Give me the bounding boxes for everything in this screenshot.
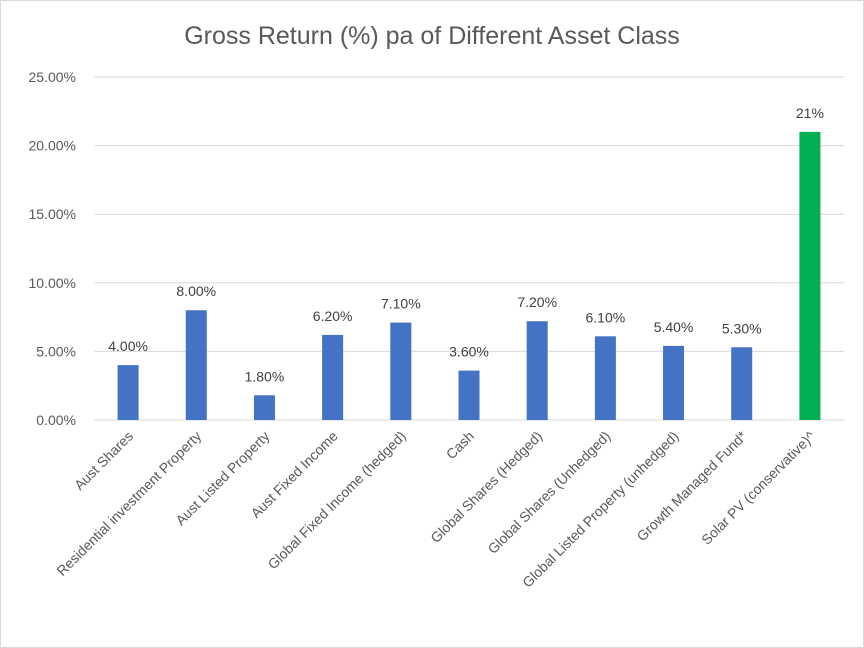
data-label: 5.30% [722, 320, 762, 336]
data-label: 5.40% [654, 319, 694, 335]
y-tick-label: 25.00% [29, 69, 76, 85]
x-tick-label: Global Shares (Hedged) [427, 428, 545, 546]
y-axis-ticks: 0.00% 5.00% 10.00% 15.00% 20.00% 25.00% [29, 69, 76, 428]
y-tick-label: 20.00% [29, 138, 76, 154]
x-tick-label: Growth Managed Fund* [633, 427, 750, 544]
x-tick-label: Global Shares (Unhedged) [484, 428, 613, 557]
data-label: 6.20% [313, 308, 353, 324]
x-tick-label: Aust Shares [71, 428, 136, 493]
y-tick-label: 15.00% [29, 206, 76, 222]
bar [117, 365, 139, 420]
bars [117, 131, 821, 420]
y-tick-label: 10.00% [29, 275, 76, 291]
bar [390, 322, 412, 420]
x-tick-label: Cash [443, 428, 477, 462]
gridlines [94, 76, 844, 421]
x-tick-label: Residential investment Property [53, 428, 204, 579]
x-tick-label: Solar PV (conservative)^ [698, 428, 818, 548]
bar [799, 131, 821, 420]
data-label: 8.00% [176, 283, 216, 299]
y-tick-label: 5.00% [36, 343, 76, 359]
bar [253, 395, 275, 420]
data-label: 7.20% [517, 294, 557, 310]
bar [322, 334, 344, 420]
bar [731, 347, 753, 420]
chart-title: Gross Return (%) pa of Different Asset C… [184, 22, 680, 50]
x-tick-label: Global Fixed Income (hedged) [264, 428, 408, 572]
data-label: 21% [796, 105, 824, 121]
y-tick-label: 0.00% [36, 412, 76, 428]
data-labels: 4.00% 8.00% 1.80% 6.20% 7.10% 3.60% 7.20% 6.10%… [108, 105, 824, 384]
data-label: 3.60% [449, 344, 489, 360]
bar [663, 345, 685, 420]
data-label: 7.10% [381, 296, 421, 312]
data-label: 6.10% [586, 309, 626, 325]
bar [594, 336, 616, 420]
data-label: 4.00% [108, 338, 148, 354]
bar [458, 370, 480, 420]
bar [526, 321, 548, 420]
data-label: 1.80% [245, 368, 285, 384]
bar [185, 310, 207, 420]
